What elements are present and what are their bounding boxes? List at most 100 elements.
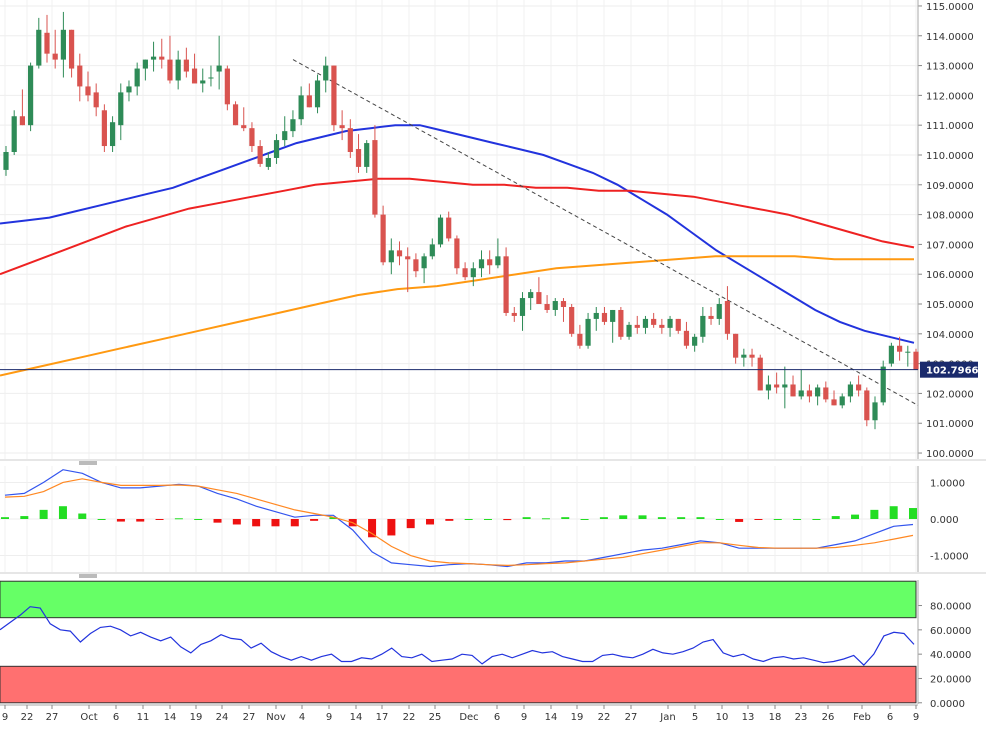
macd-histogram-bar <box>831 516 840 519</box>
moving-average-line-2 <box>0 255 914 377</box>
x-tick-label: 6 <box>887 712 893 723</box>
candle-body <box>421 256 427 269</box>
macd-histogram-bar <box>909 508 917 519</box>
candle <box>44 14 50 63</box>
x-tick-label: 14 <box>545 712 558 723</box>
candle-body <box>815 387 821 397</box>
candle <box>618 306 624 340</box>
price-y-tick-label: 108.0000 <box>926 211 974 222</box>
candle-body <box>905 351 911 353</box>
candle-body <box>331 65 337 126</box>
candle <box>733 333 739 364</box>
candle-body <box>716 304 722 319</box>
macd-histogram-bar <box>445 519 454 521</box>
macd-signal-line <box>4 478 914 567</box>
candle <box>528 289 534 310</box>
candle-body <box>85 86 91 96</box>
candle-body <box>610 309 616 322</box>
x-tick-label: 14 <box>350 712 363 723</box>
macd-histogram-bar <box>580 519 589 520</box>
candle-body <box>847 384 854 397</box>
macd-histogram-bar <box>619 515 628 519</box>
candle <box>495 238 501 269</box>
candle-body <box>724 301 731 334</box>
x-tick-label: Oct <box>80 712 97 723</box>
candle <box>872 396 878 430</box>
candle-body <box>733 333 739 358</box>
x-tick-label: 17 <box>376 712 389 723</box>
x-tick-label: 14 <box>164 712 177 723</box>
x-tick-label: 23 <box>795 712 808 723</box>
candle <box>126 80 132 102</box>
candle-body <box>380 214 386 263</box>
candle-body <box>159 56 165 60</box>
candle-body <box>413 259 419 272</box>
candle <box>847 381 854 403</box>
candle <box>503 247 509 316</box>
candle <box>200 68 206 93</box>
candle-body <box>142 59 148 69</box>
candle-body <box>585 318 591 346</box>
candle-body <box>339 125 345 129</box>
candle <box>823 381 829 403</box>
x-tick-label: 27 <box>625 712 638 723</box>
x-tick-label: 19 <box>571 712 584 723</box>
price-y-tick-label: 110.0000 <box>926 151 974 162</box>
macd-line <box>4 469 914 568</box>
candle-body <box>913 351 919 370</box>
candle-body <box>577 333 583 346</box>
candle-body <box>790 384 796 397</box>
candle <box>454 235 460 275</box>
candle-body <box>175 59 181 81</box>
x-tick-label: 25 <box>429 712 442 723</box>
candle-body <box>552 301 558 310</box>
macd-histogram-bar <box>793 519 802 520</box>
candle-body <box>487 259 493 266</box>
candle-body <box>109 122 116 147</box>
candle-body <box>208 77 214 79</box>
x-tick-label: 22 <box>598 712 611 723</box>
candle-body <box>651 318 657 325</box>
candle <box>888 342 895 367</box>
candle-body <box>241 125 247 129</box>
candle <box>569 304 575 337</box>
x-tick-label: 6 <box>113 712 119 723</box>
price-y-tick-label: 115.0000 <box>926 2 974 13</box>
candle <box>675 318 681 334</box>
macd-histogram-bar <box>310 519 319 521</box>
candle <box>601 306 608 325</box>
price-plot-area <box>0 0 918 459</box>
candle-body <box>298 95 304 120</box>
x-tick-label: 18 <box>769 712 782 723</box>
candle <box>3 146 9 176</box>
price-y-tick-label: 113.0000 <box>926 62 974 73</box>
candle <box>347 119 353 158</box>
candle-body <box>659 324 665 328</box>
macd-histogram-bar <box>735 519 744 522</box>
candle <box>257 140 263 167</box>
candle-body <box>93 92 99 108</box>
candle <box>634 315 640 334</box>
macd-histogram-bar <box>426 519 435 525</box>
candle <box>782 366 788 409</box>
rsi-y-tick-label: 40.0000 <box>930 650 971 661</box>
candle-body <box>437 217 444 245</box>
rsi-y-tick-label: 20.0000 <box>930 674 971 685</box>
candle-body <box>798 390 804 397</box>
candle <box>142 59 148 81</box>
candle-body <box>569 306 575 334</box>
price-panel: 115.0000 114.0000 113.0000 112.0000 111.0000… <box>0 0 986 465</box>
candle-body <box>150 56 157 60</box>
candle <box>52 29 58 69</box>
price-y-tick-label: 109.0000 <box>926 181 974 192</box>
candle <box>241 107 247 132</box>
candle-body <box>544 304 550 310</box>
candle <box>798 369 804 400</box>
rsi-line <box>0 606 915 666</box>
candle <box>593 306 599 331</box>
candle <box>36 17 42 69</box>
candle-body <box>60 29 66 60</box>
price-y-tick-label: 100.0000 <box>926 449 974 460</box>
candle-body <box>618 309 624 337</box>
